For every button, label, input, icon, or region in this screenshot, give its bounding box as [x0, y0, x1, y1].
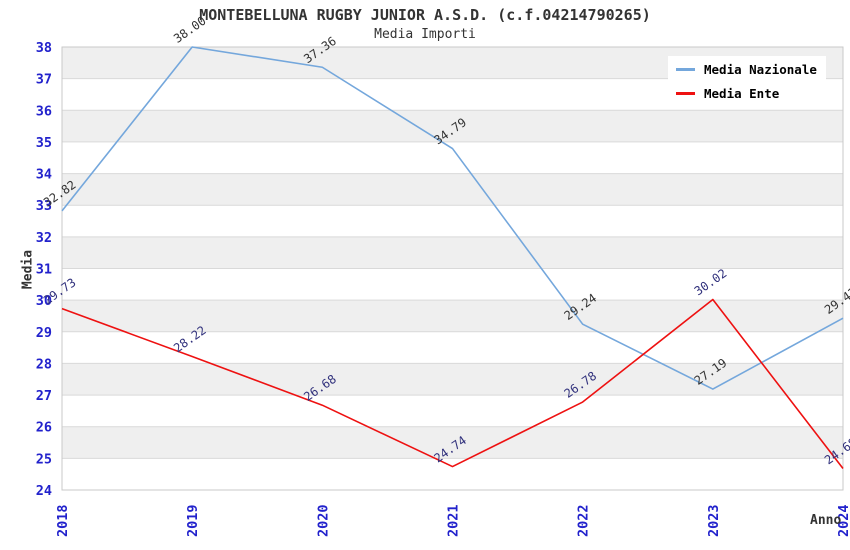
legend-label-media-nazionale: Media Nazionale: [704, 62, 817, 77]
legend-label-media-ente: Media Ente: [704, 86, 780, 101]
y-tick-label: 24: [36, 483, 52, 499]
y-tick-label: 34: [36, 167, 52, 183]
series-line-media-nazionale: [61, 46, 844, 390]
y-axis-label: Media: [20, 249, 36, 290]
plot-band: [62, 426, 843, 459]
y-tick-label: 31: [36, 262, 52, 278]
x-tick-label: 2022: [576, 504, 592, 537]
legend-item-media-ente: Media Ente: [676, 86, 822, 101]
y-tick-label: 35: [36, 135, 52, 151]
y-tick-label: 26: [36, 420, 52, 436]
chart-title: MONTEBELLUNA RUGBY JUNIOR A.S.D. (c.f.04…: [199, 6, 651, 24]
y-tick-label: 30: [36, 293, 52, 309]
plot-border: [61, 46, 844, 491]
chart-subtitle: Media Importi: [374, 27, 476, 42]
x-tick-label: 2020: [315, 504, 331, 537]
y-tick-label: 36: [36, 103, 52, 119]
x-tick-label: 2021: [446, 504, 462, 537]
plot-band: [62, 236, 843, 269]
x-tick-label: 2019: [185, 504, 201, 537]
y-tick-label: 27: [36, 388, 52, 404]
x-tick-label: 2023: [706, 504, 722, 537]
y-tick-label: 33: [36, 198, 52, 214]
x-axis-label: Anno: [810, 513, 842, 528]
y-tick-label: 28: [36, 356, 52, 372]
media-ente-line-swatch: [676, 92, 695, 95]
value-label: 30.02: [692, 266, 730, 298]
series-line-media-ente: [61, 298, 844, 469]
legend-item-media-nazionale: Media Nazionale: [676, 62, 822, 77]
y-tick-label: 29: [36, 325, 52, 341]
plot-band: [62, 173, 843, 206]
y-tick-label: 37: [36, 72, 52, 88]
x-tick-label: 2018: [55, 504, 71, 537]
y-tick-label: 25: [36, 451, 52, 467]
plot-band: [62, 300, 843, 332]
x-tick-label: 2024: [836, 504, 850, 537]
legend: Media Nazionale Media Ente: [668, 56, 826, 105]
media-nazionale-line-swatch: [676, 68, 695, 71]
plot-band: [62, 110, 843, 142]
y-tick-label: 32: [36, 230, 52, 246]
y-tick-label: 38: [36, 40, 52, 56]
